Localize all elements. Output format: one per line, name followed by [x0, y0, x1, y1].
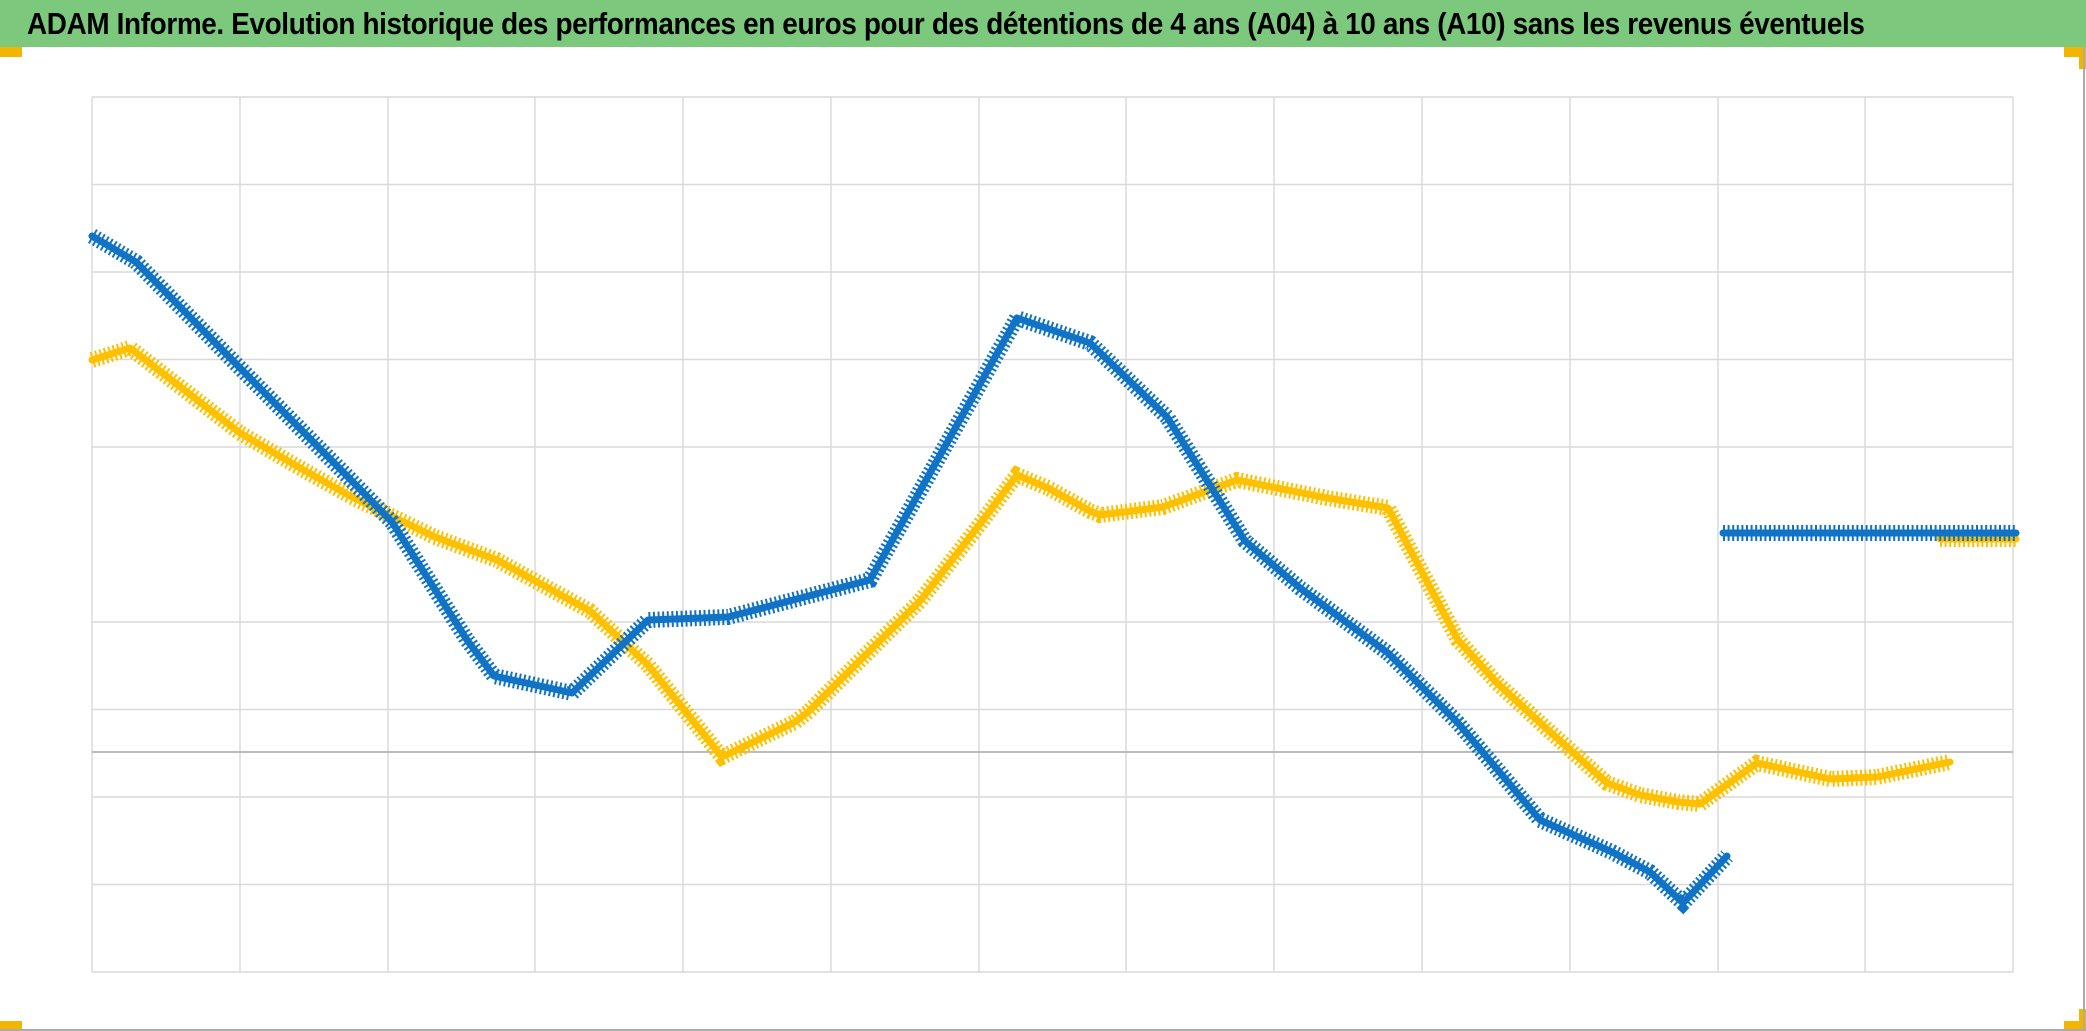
window-border-bottom [0, 1029, 2086, 1031]
yellow-main-marker-band [89, 339, 1952, 813]
yellow-main-line [88, 344, 1954, 808]
corner-accent-bottom-right-tail [2079, 1009, 2086, 1021]
corner-accent-top-right-tail [2079, 57, 2086, 69]
corner-accent-bottom-right [2064, 1021, 2086, 1030]
chart-title: ADAM Informe. Evolution historique des p… [27, 5, 1865, 41]
corner-accent-bottom-left [0, 1021, 22, 1030]
chart-area [0, 47, 2086, 1031]
corner-accent-top-left [0, 47, 22, 57]
title-bar: ADAM Informe. Evolution historique des p… [0, 0, 2086, 47]
corner-accent-top-right [2064, 47, 2086, 57]
blue-main-line [88, 232, 1731, 907]
blue-main-marker-band [87, 229, 1733, 915]
window-border-right [2083, 47, 2085, 1031]
